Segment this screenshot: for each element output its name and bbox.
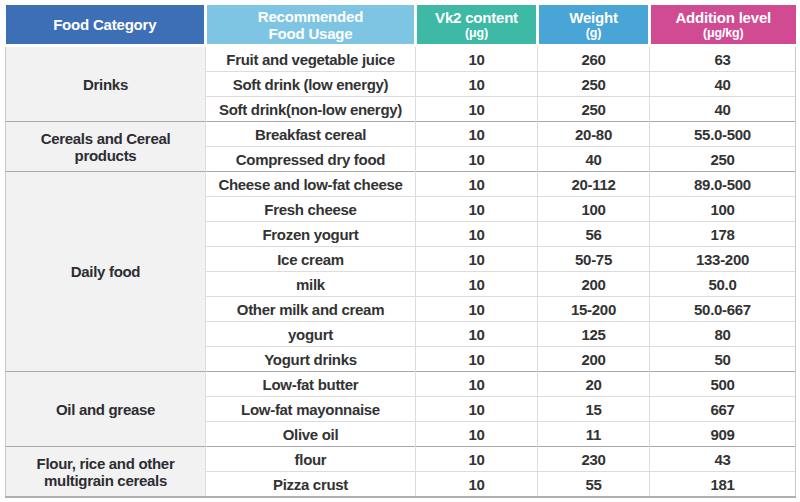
header-row: Food Category Recommended Food Usage Vk2…: [6, 5, 796, 46]
header-weight: Weight (g): [538, 5, 650, 46]
vk2-content-cell: 10: [416, 72, 538, 97]
weight-cell: 15: [538, 397, 650, 422]
category-cell-cereals: Cereals and Cereal products: [6, 122, 206, 172]
addition-level-cell: 181: [650, 472, 796, 498]
weight-cell: 200: [538, 272, 650, 297]
addition-level-cell: 55.0-500: [650, 122, 796, 147]
food-additive-table: Food Category Recommended Food Usage Vk2…: [5, 5, 796, 498]
food-usage-cell: milk: [206, 272, 416, 297]
addition-level-cell: 43: [650, 447, 796, 472]
food-usage-cell: Soft drink (low energy): [206, 72, 416, 97]
addition-level-cell: 50.0-667: [650, 297, 796, 322]
food-usage-cell: Other milk and cream: [206, 297, 416, 322]
header-vk2-content: Vk2 content (μg): [416, 5, 538, 46]
table-row: Drinks Fruit and vegetable juice 10 260 …: [6, 46, 796, 72]
addition-level-cell: 50: [650, 347, 796, 372]
category-cell-daily-food: Daily food: [6, 172, 206, 372]
food-usage-cell: flour: [206, 447, 416, 472]
food-usage-cell: Olive oil: [206, 422, 416, 447]
vk2-content-cell: 10: [416, 147, 538, 172]
addition-level-cell: 250: [650, 147, 796, 172]
addition-level-cell: 40: [650, 97, 796, 122]
weight-cell: 125: [538, 322, 650, 347]
table-row: Daily food Cheese and low-fat cheese 10 …: [6, 172, 796, 197]
addition-level-cell: 80: [650, 322, 796, 347]
food-usage-cell: Fresh cheese: [206, 197, 416, 222]
page: Food Category Recommended Food Usage Vk2…: [0, 0, 800, 502]
addition-level-cell: 89.0-500: [650, 172, 796, 197]
vk2-content-cell: 10: [416, 122, 538, 147]
food-usage-cell: Fruit and vegetable juice: [206, 46, 416, 72]
addition-level-cell: 63: [650, 46, 796, 72]
header-label: Food Usage: [207, 25, 414, 42]
weight-cell: 250: [538, 72, 650, 97]
vk2-content-cell: 10: [416, 347, 538, 372]
food-usage-cell: Low-fat mayonnaise: [206, 397, 416, 422]
food-usage-cell: yogurt: [206, 322, 416, 347]
vk2-content-cell: 10: [416, 222, 538, 247]
addition-level-cell: 50.0: [650, 272, 796, 297]
addition-level-cell: 500: [650, 372, 796, 397]
header-label: Vk2 content: [417, 9, 536, 26]
weight-cell: 20-80: [538, 122, 650, 147]
addition-level-cell: 909: [650, 422, 796, 447]
vk2-content-cell: 10: [416, 247, 538, 272]
weight-cell: 11: [538, 422, 650, 447]
vk2-content-cell: 10: [416, 197, 538, 222]
weight-cell: 200: [538, 347, 650, 372]
addition-level-cell: 178: [650, 222, 796, 247]
vk2-content-cell: 10: [416, 447, 538, 472]
food-usage-cell: Soft drink(non-low energy): [206, 97, 416, 122]
header-unit: (μg): [417, 26, 536, 41]
vk2-content-cell: 10: [416, 297, 538, 322]
table-row: Oil and grease Low-fat butter 10 20 500: [6, 372, 796, 397]
category-cell-drinks: Drinks: [6, 46, 206, 122]
weight-cell: 20-112: [538, 172, 650, 197]
vk2-content-cell: 10: [416, 422, 538, 447]
addition-level-cell: 133-200: [650, 247, 796, 272]
header-label: Weight: [539, 9, 648, 26]
weight-cell: 250: [538, 97, 650, 122]
weight-cell: 100: [538, 197, 650, 222]
weight-cell: 230: [538, 447, 650, 472]
vk2-content-cell: 10: [416, 472, 538, 498]
weight-cell: 40: [538, 147, 650, 172]
header-food-category: Food Category: [6, 5, 206, 46]
food-usage-cell: Cheese and low-fat cheese: [206, 172, 416, 197]
category-cell-flour: Flour, rice and other multigrain cereals: [6, 447, 206, 498]
header-addition-level: Addition level (μg/kg): [650, 5, 796, 46]
header-label: Food Category: [6, 16, 205, 33]
header-recommended-food-usage: Recommended Food Usage: [206, 5, 416, 46]
food-usage-cell: Pizza crust: [206, 472, 416, 498]
weight-cell: 260: [538, 46, 650, 72]
header-label: Recommended: [207, 8, 414, 25]
vk2-content-cell: 10: [416, 172, 538, 197]
vk2-content-cell: 10: [416, 372, 538, 397]
table-row: Flour, rice and other multigrain cereals…: [6, 447, 796, 472]
weight-cell: 15-200: [538, 297, 650, 322]
weight-cell: 20: [538, 372, 650, 397]
weight-cell: 55: [538, 472, 650, 498]
food-usage-cell: Ice cream: [206, 247, 416, 272]
addition-level-cell: 40: [650, 72, 796, 97]
addition-level-cell: 100: [650, 197, 796, 222]
food-usage-cell: Yogurt drinks: [206, 347, 416, 372]
vk2-content-cell: 10: [416, 322, 538, 347]
header-label: Addition level: [651, 9, 796, 26]
weight-cell: 50-75: [538, 247, 650, 272]
header-unit: (g): [539, 26, 648, 41]
vk2-content-cell: 10: [416, 397, 538, 422]
header-unit: (μg/kg): [651, 26, 796, 41]
food-usage-cell: Low-fat butter: [206, 372, 416, 397]
vk2-content-cell: 10: [416, 272, 538, 297]
addition-level-cell: 667: [650, 397, 796, 422]
food-usage-cell: Compressed dry food: [206, 147, 416, 172]
table-row: Cereals and Cereal products Breakfast ce…: [6, 122, 796, 147]
food-usage-cell: Breakfast cereal: [206, 122, 416, 147]
weight-cell: 56: [538, 222, 650, 247]
food-usage-cell: Frozen yogurt: [206, 222, 416, 247]
category-cell-oil: Oil and grease: [6, 372, 206, 447]
vk2-content-cell: 10: [416, 46, 538, 72]
vk2-content-cell: 10: [416, 97, 538, 122]
